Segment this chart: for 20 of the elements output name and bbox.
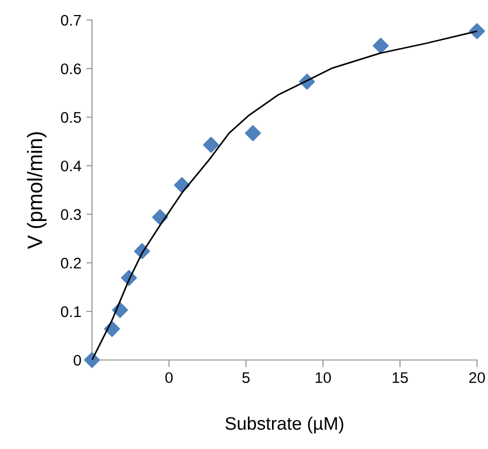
- point: [244, 125, 261, 142]
- y-tick-label: 0.5: [60, 112, 81, 123]
- y-axis-title: V (pmol/min): [27, 132, 46, 249]
- y-tick-label: 0.6: [60, 63, 81, 74]
- x-tick-label: 20: [469, 372, 485, 384]
- x-tick-label: 15: [392, 372, 408, 384]
- x-tick-label: 5: [242, 372, 250, 384]
- point: [84, 352, 100, 368]
- point: [372, 38, 389, 54]
- point: [203, 136, 220, 153]
- x-tick-label: 0: [165, 372, 173, 384]
- x-axis-title: Substrate (µM): [225, 416, 344, 434]
- point: [469, 23, 485, 40]
- y-tick-label: 0.7: [60, 14, 81, 26]
- y-tick-label: 0.2: [60, 258, 81, 269]
- y-tick-label: 0: [74, 354, 81, 366]
- y-tick-label: 0.1: [60, 306, 81, 318]
- y-tick-label: 0.4: [60, 160, 82, 172]
- y-tick-label: 0.3: [60, 209, 81, 220]
- x-tick-label: 10: [316, 372, 331, 384]
